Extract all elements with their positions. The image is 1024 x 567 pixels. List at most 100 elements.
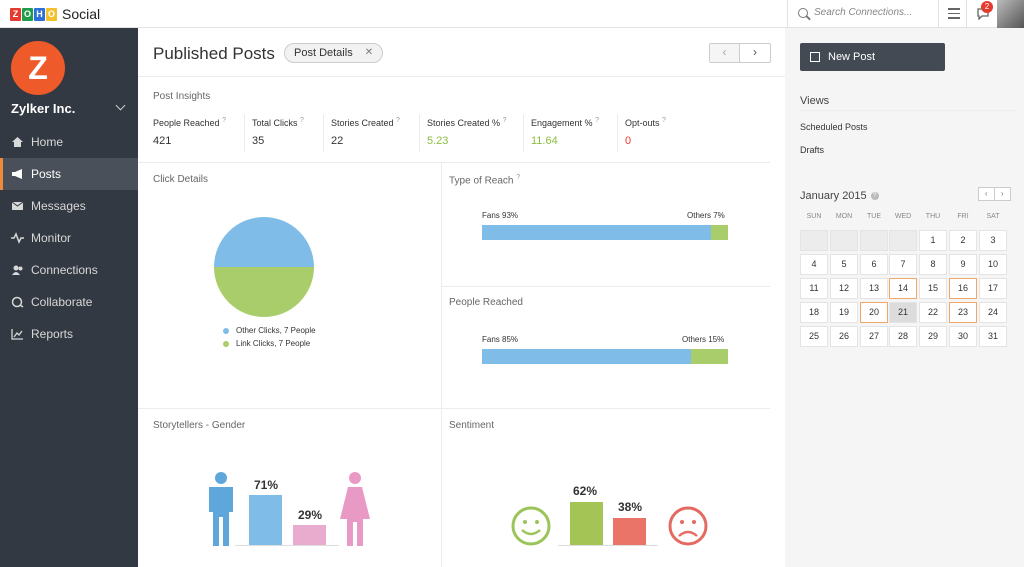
pie-slice-other-clicks xyxy=(214,217,314,267)
help-icon: ? xyxy=(870,192,879,201)
sidebar-item-monitor[interactable]: Monitor xyxy=(0,222,138,254)
stat-label: Total Clicks xyxy=(252,118,298,128)
female-bar xyxy=(293,524,326,545)
male-bar xyxy=(249,495,282,545)
negative-pct-label: 38% xyxy=(618,500,643,514)
female-pct-label: 29% xyxy=(298,508,323,522)
calendar-day[interactable]: 23 xyxy=(949,302,977,323)
calendar-day[interactable]: 8 xyxy=(919,254,947,275)
logo-letter: O xyxy=(46,7,57,21)
calendar-day[interactable]: 21 xyxy=(889,302,917,323)
sidebar-item-connections[interactable]: Connections xyxy=(0,254,138,286)
male-icon xyxy=(209,472,233,546)
reach-others-label: Others 7% xyxy=(687,211,725,220)
calendar-day[interactable]: 13 xyxy=(860,278,888,299)
calendar-day[interactable]: 17 xyxy=(979,278,1007,299)
calendar-day[interactable]: 27 xyxy=(860,326,888,347)
people-fans-label: Fans 85% xyxy=(482,335,519,344)
stat-label: Opt-outs xyxy=(625,118,660,128)
stat-label: People Reached xyxy=(153,118,220,128)
prev-button[interactable]: ‹ xyxy=(710,44,741,62)
edit-icon xyxy=(810,52,820,62)
pie-slice-link-clicks xyxy=(214,267,314,317)
calendar-day[interactable]: 5 xyxy=(830,254,858,275)
weekday-label: MON xyxy=(835,213,853,220)
calendar-empty-cell xyxy=(830,230,858,251)
legend-dot xyxy=(223,340,229,347)
org-logo[interactable]: Z xyxy=(11,41,65,95)
people-reached-title: People Reached xyxy=(449,297,523,308)
sidebar-item-reports[interactable]: Reports xyxy=(0,318,138,350)
calendar-day[interactable]: 26 xyxy=(830,326,858,347)
filter-chip[interactable]: Post Details ✕ xyxy=(284,43,384,63)
calendar-day[interactable]: 30 xyxy=(949,326,977,347)
stat-total-clicks: Total Clicks ? 35 xyxy=(252,117,304,147)
calendar-day[interactable]: 2 xyxy=(949,230,977,251)
org-name[interactable]: Zylker Inc. xyxy=(11,101,76,116)
calendar-day[interactable]: 20 xyxy=(860,302,888,323)
people-others-label: Others 15% xyxy=(682,335,725,344)
product-name: Social xyxy=(62,6,101,22)
sidebar-item-posts[interactable]: Posts xyxy=(0,158,138,190)
calendar-day[interactable]: 10 xyxy=(979,254,1007,275)
calendar-day[interactable]: 15 xyxy=(919,278,947,299)
calendar-day[interactable]: 4 xyxy=(800,254,828,275)
calendar-prev-button[interactable]: ‹ xyxy=(979,188,995,200)
calendar-day[interactable]: 19 xyxy=(830,302,858,323)
calendar-title: January 2015? xyxy=(800,190,879,202)
calendar-day[interactable]: 9 xyxy=(949,254,977,275)
legend-link-clicks: Link Clicks, 7 People xyxy=(223,339,310,348)
calendar-day[interactable]: 3 xyxy=(979,230,1007,251)
calendar-next-button[interactable]: › xyxy=(1000,189,1004,198)
weekday-label: THU xyxy=(925,213,941,220)
stat-engagement: Engagement % ? 11.64 xyxy=(531,117,599,147)
calendar-empty-cell xyxy=(800,230,828,251)
calendar-day[interactable]: 6 xyxy=(860,254,888,275)
calendar-day[interactable]: 28 xyxy=(889,326,917,347)
click-details-pie xyxy=(214,217,314,317)
calendar-day[interactable]: 29 xyxy=(919,326,947,347)
new-post-button[interactable]: New Post xyxy=(800,43,945,71)
calendar-day[interactable]: 14 xyxy=(889,278,917,299)
menu-icon[interactable] xyxy=(948,8,960,19)
legend-label: Link Clicks, 7 People xyxy=(236,339,311,348)
calendar-day[interactable]: 25 xyxy=(800,326,828,347)
calendar-day[interactable]: 16 xyxy=(949,278,977,299)
stat-value: 0 xyxy=(625,135,632,147)
next-button[interactable]: › xyxy=(753,45,757,59)
calendar-day[interactable]: 12 xyxy=(830,278,858,299)
sidebar-item-messages[interactable]: Messages xyxy=(0,190,138,222)
search-placeholder: Search Connections... xyxy=(814,7,913,18)
sidebar-item-collaborate[interactable]: Collaborate xyxy=(0,286,138,318)
type-of-reach-bar xyxy=(482,225,728,240)
search-input[interactable]: Search Connections... xyxy=(798,7,912,18)
insights-label: Post Insights xyxy=(153,91,211,102)
calendar-day[interactable]: 24 xyxy=(979,302,1007,323)
calendar-day[interactable]: 11 xyxy=(800,278,828,299)
weekday-label: WED xyxy=(894,213,912,220)
sentiment-title: Sentiment xyxy=(449,420,495,431)
sidebar: Z Zylker Inc. Home Posts Messages Monito… xyxy=(0,28,138,567)
reach-fans-segment xyxy=(482,225,711,240)
stat-stories-created: Stories Created ? 22 xyxy=(331,117,400,147)
stat-value: 11.64 xyxy=(531,135,558,147)
sidebar-item-home[interactable]: Home xyxy=(0,126,138,158)
stat-value: 5.23 xyxy=(427,135,449,147)
top-bar: Z O H O Social Search Connections... 2 xyxy=(0,0,1024,28)
calendar-day[interactable]: 1 xyxy=(919,230,947,251)
zoho-social-logo[interactable]: Z O H O Social xyxy=(10,6,100,22)
calendar-day[interactable]: 7 xyxy=(889,254,917,275)
calendar-day[interactable]: 22 xyxy=(919,302,947,323)
user-avatar[interactable] xyxy=(997,0,1024,28)
people-icon xyxy=(12,265,23,275)
view-drafts[interactable]: Drafts xyxy=(800,145,825,155)
sidebar-item-label: Monitor xyxy=(31,231,72,245)
view-scheduled-posts[interactable]: Scheduled Posts xyxy=(800,122,868,132)
male-pct-label: 71% xyxy=(254,478,279,492)
close-icon[interactable]: ✕ xyxy=(364,47,374,58)
calendar-day[interactable]: 31 xyxy=(979,326,1007,347)
weekday-label: SAT xyxy=(986,213,1000,220)
chevron-down-icon[interactable] xyxy=(115,100,126,111)
logo-letter: Z xyxy=(10,7,21,21)
calendar-day[interactable]: 18 xyxy=(800,302,828,323)
